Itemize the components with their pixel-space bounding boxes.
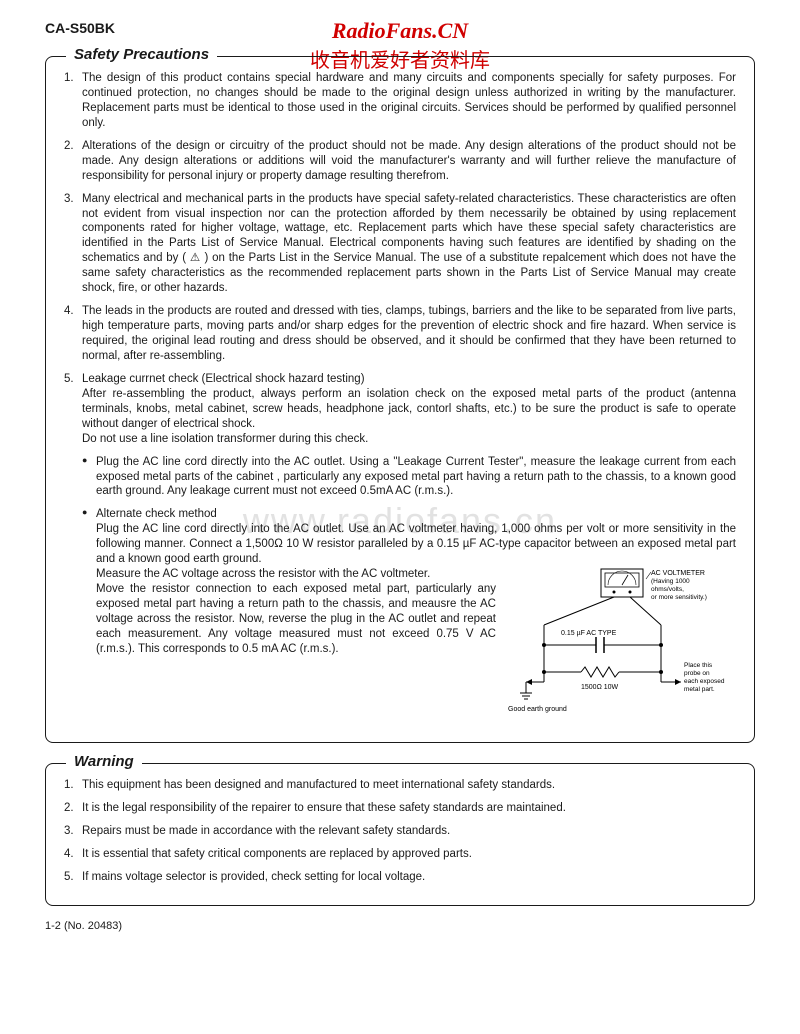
svg-text:each exposed: each exposed <box>684 678 725 685</box>
item5-heading: Leakage currnet check (Electrical shock … <box>82 373 365 385</box>
safety-item: The leads in the products are routed and… <box>64 304 736 364</box>
safety-list: The design of this product contains spec… <box>64 71 736 722</box>
svg-text:probe on: probe on <box>684 670 710 677</box>
watermark-site: RadioFans.CN <box>332 18 468 44</box>
alt-p1: Plug the AC line cord directly into the … <box>96 523 736 565</box>
ground-label: Good earth ground <box>508 706 567 713</box>
warning-item: If mains voltage selector is provided, c… <box>64 870 736 885</box>
alt-p3: Move the resistor connection to each exp… <box>96 583 496 655</box>
bullet-alternate-method: Alternate check method Plug the AC line … <box>82 507 736 722</box>
warning-item: It is essential that safety critical com… <box>64 847 736 862</box>
alt-head: Alternate check method <box>96 508 217 520</box>
cap-label: 0.15 µF AC TYPE <box>561 630 617 637</box>
safety-precautions-box: Safety Precautions The design of this pr… <box>45 56 755 743</box>
warning-title: Warning <box>66 753 142 770</box>
bullet-leakage-tester: Plug the AC line cord directly into the … <box>82 455 736 500</box>
warning-box: Warning This equipment has been designed… <box>45 763 755 906</box>
item5-body: After re-assembling the product, always … <box>82 388 736 430</box>
svg-text:(Having 1000: (Having 1000 <box>651 578 690 585</box>
svg-text:metal part.: metal part. <box>684 686 715 693</box>
warning-item: This equipment has been designed and man… <box>64 778 736 793</box>
svg-text:or more sensitivity.): or more sensitivity.) <box>651 594 707 601</box>
svg-text:Place this: Place this <box>684 662 713 669</box>
page-footer: 1-2 (No. 20483) <box>45 920 755 932</box>
safety-item: Many electrical and mechanical parts in … <box>64 192 736 297</box>
leakage-sublist: Plug the AC line cord directly into the … <box>82 455 736 723</box>
svg-text:ohms/volts,: ohms/volts, <box>651 586 684 593</box>
item5-note: Do not use a line isolation transformer … <box>82 433 368 445</box>
safety-item: The design of this product contains spec… <box>64 71 736 131</box>
alt-p2: Measure the AC voltage across the resist… <box>96 568 430 580</box>
circuit-diagram: AC VOLTMETER (Having 1000 ohms/volts, or… <box>506 567 736 722</box>
safety-title: Safety Precautions <box>66 46 217 63</box>
warning-item: Repairs must be made in accordance with … <box>64 824 736 839</box>
safety-item-5: Leakage currnet check (Electrical shock … <box>64 372 736 722</box>
voltmeter-label: AC VOLTMETER <box>651 570 705 577</box>
warning-item: It is the legal responsibility of the re… <box>64 801 736 816</box>
res-label: 1500Ω 10W <box>581 684 619 691</box>
warning-list: This equipment has been designed and man… <box>64 778 736 885</box>
safety-item: Alterations of the design or circuitry o… <box>64 139 736 184</box>
